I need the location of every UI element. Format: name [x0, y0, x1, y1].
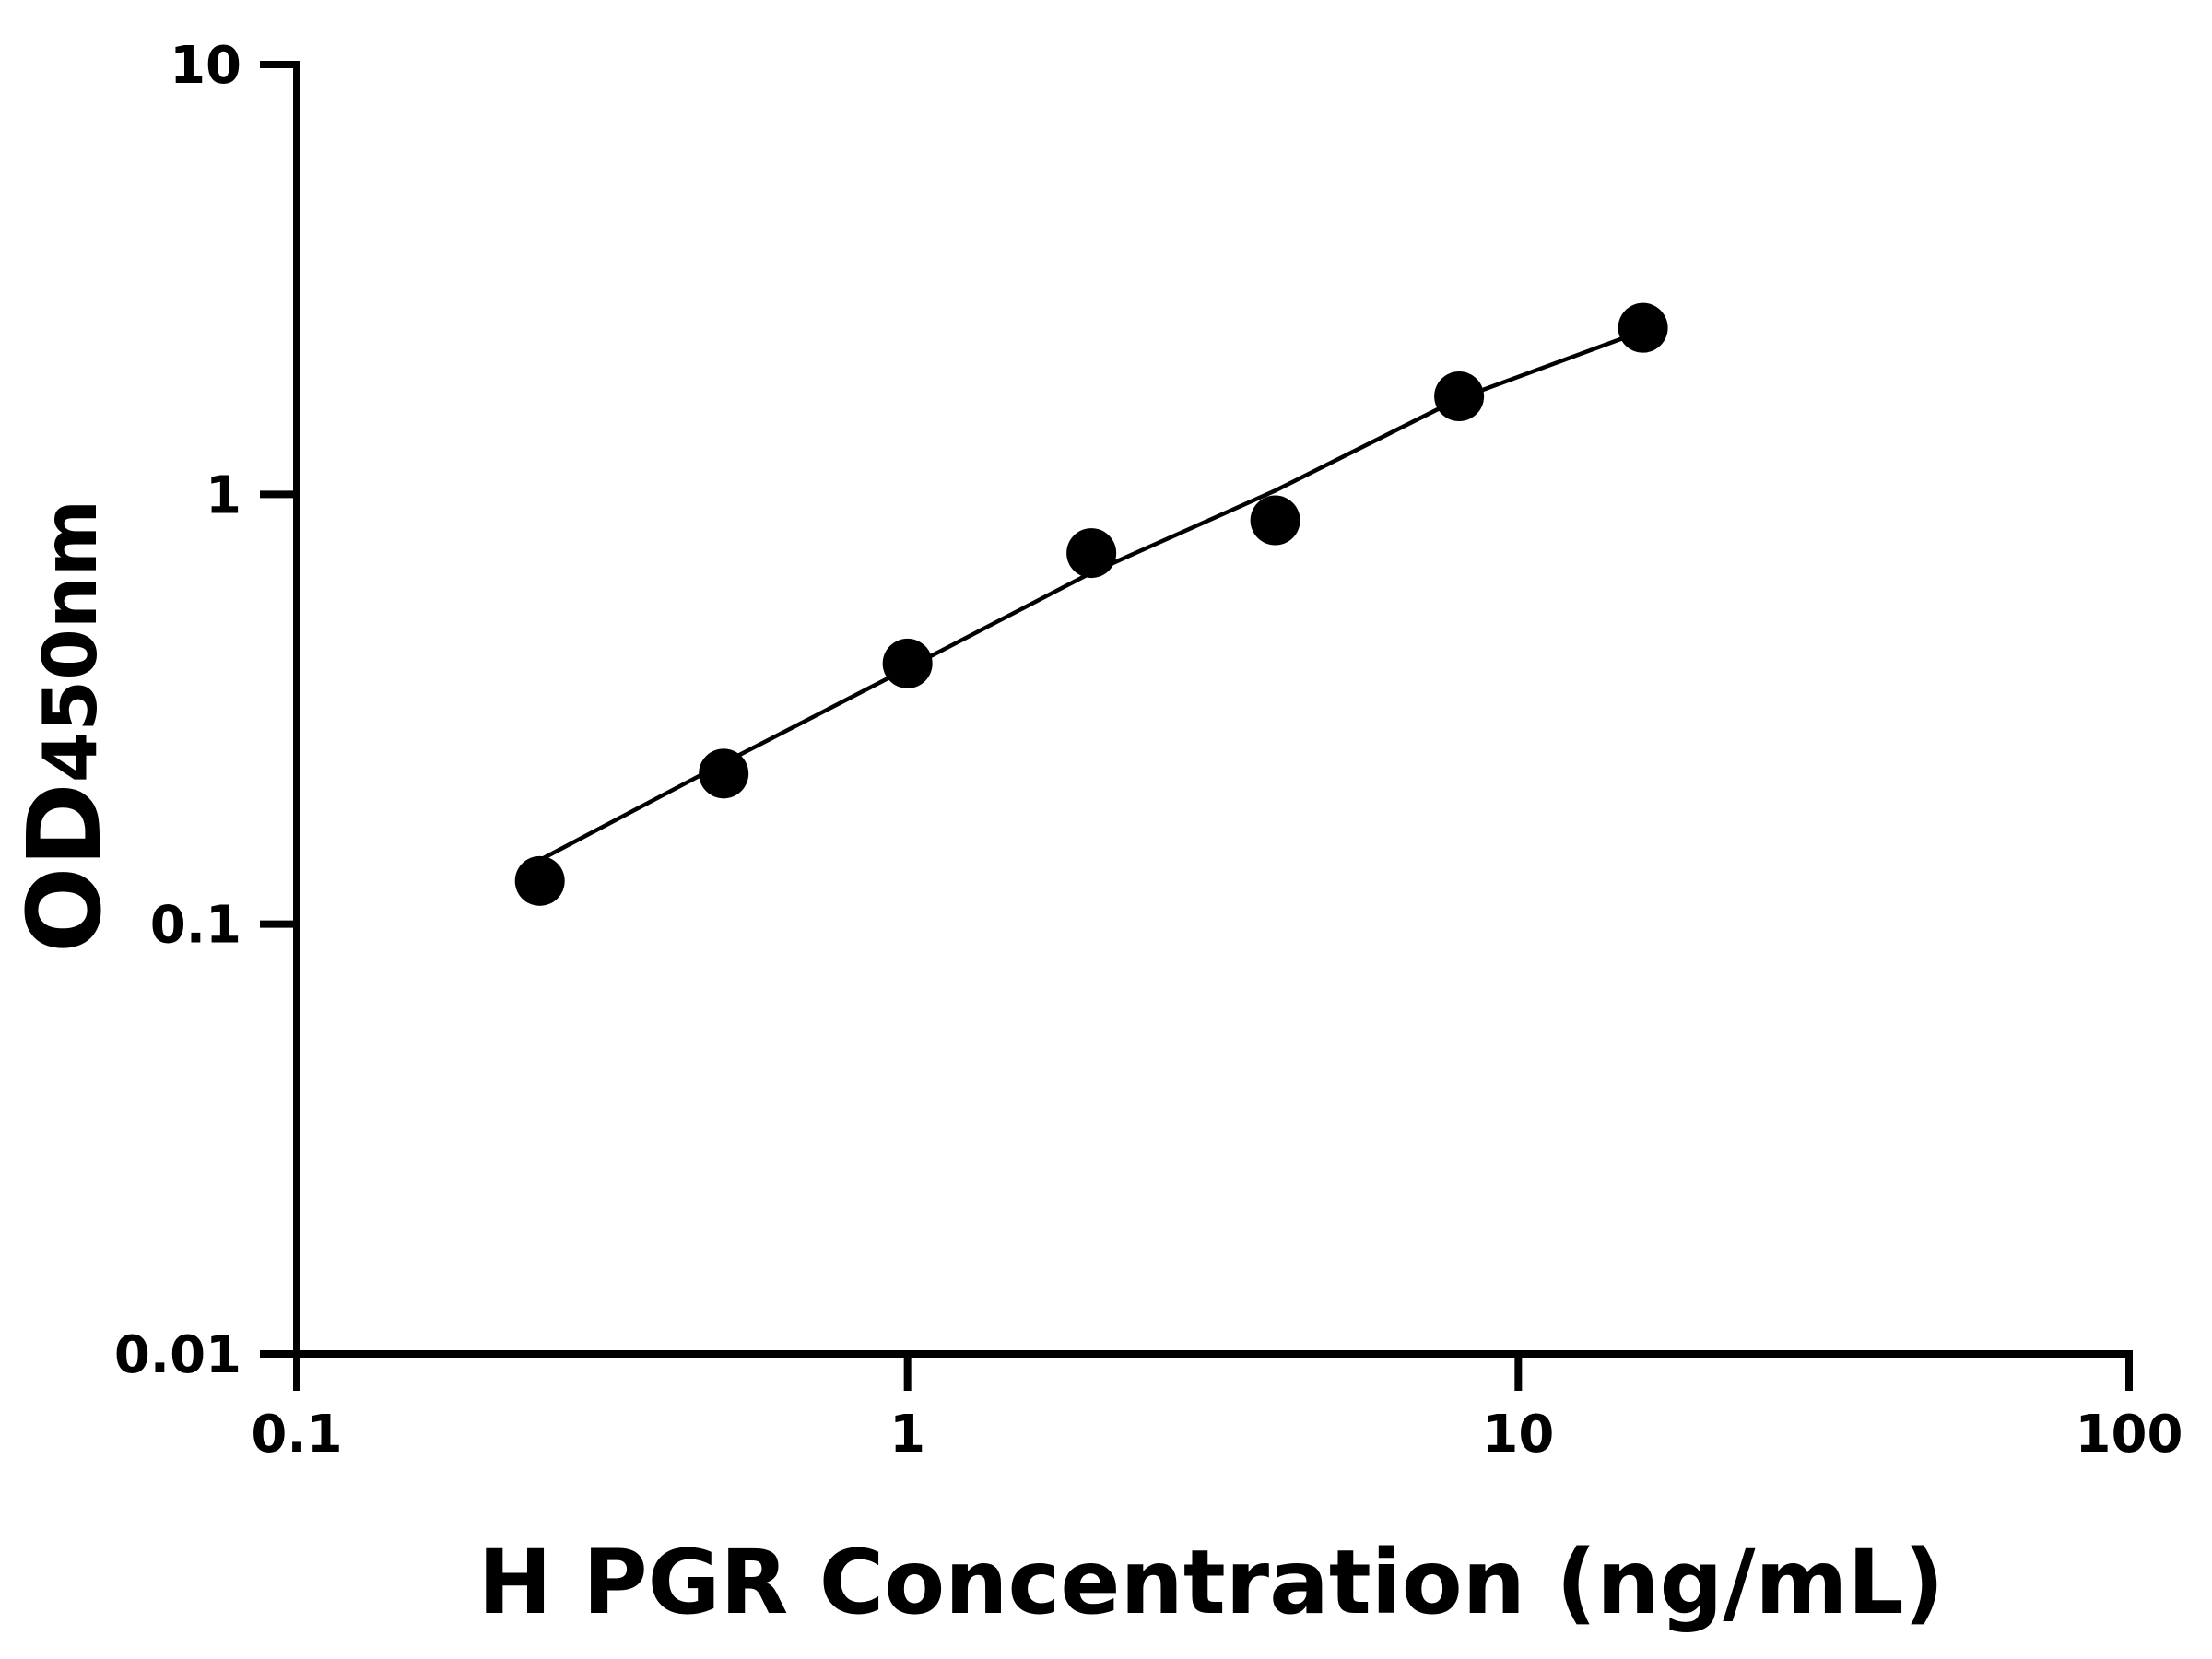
- data-point: [1250, 495, 1300, 546]
- y-axis-label-subscript: 450nm: [28, 500, 113, 782]
- x-tick-label: 1: [889, 1405, 925, 1465]
- data-point: [882, 638, 933, 688]
- x-tick-label: 100: [2076, 1405, 2183, 1465]
- x-tick-label: 10: [1482, 1405, 1554, 1465]
- y-axis-label-main: OD: [6, 782, 124, 953]
- data-point: [699, 748, 749, 799]
- data-point: [1618, 302, 1668, 353]
- x-tick-label: 0.1: [251, 1405, 342, 1465]
- y-tick-label: 0.01: [114, 1325, 241, 1385]
- x-axis-label: H PGR Concentration (ng/mL): [478, 1531, 1945, 1634]
- y-tick-label: 10: [170, 36, 241, 96]
- data-point: [514, 855, 565, 906]
- y-tick-label: 0.1: [150, 896, 241, 956]
- y-tick-label: 1: [206, 465, 241, 525]
- data-point: [1066, 528, 1117, 579]
- y-axis-label: OD450nm: [6, 500, 124, 953]
- data-point: [1434, 371, 1485, 422]
